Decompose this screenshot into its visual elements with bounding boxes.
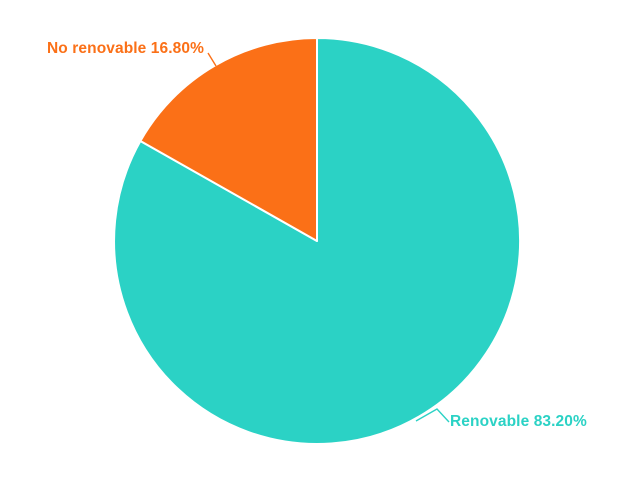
slice-label-renovable: Renovable 83.20% bbox=[450, 413, 587, 430]
leader-line-no-renovable bbox=[207, 52, 217, 67]
leader-line-renovable bbox=[415, 408, 450, 423]
slice-label-no-renovable: No renovable 16.80% bbox=[47, 40, 204, 57]
pie-slice-no-renovable[interactable] bbox=[139, 37, 318, 242]
